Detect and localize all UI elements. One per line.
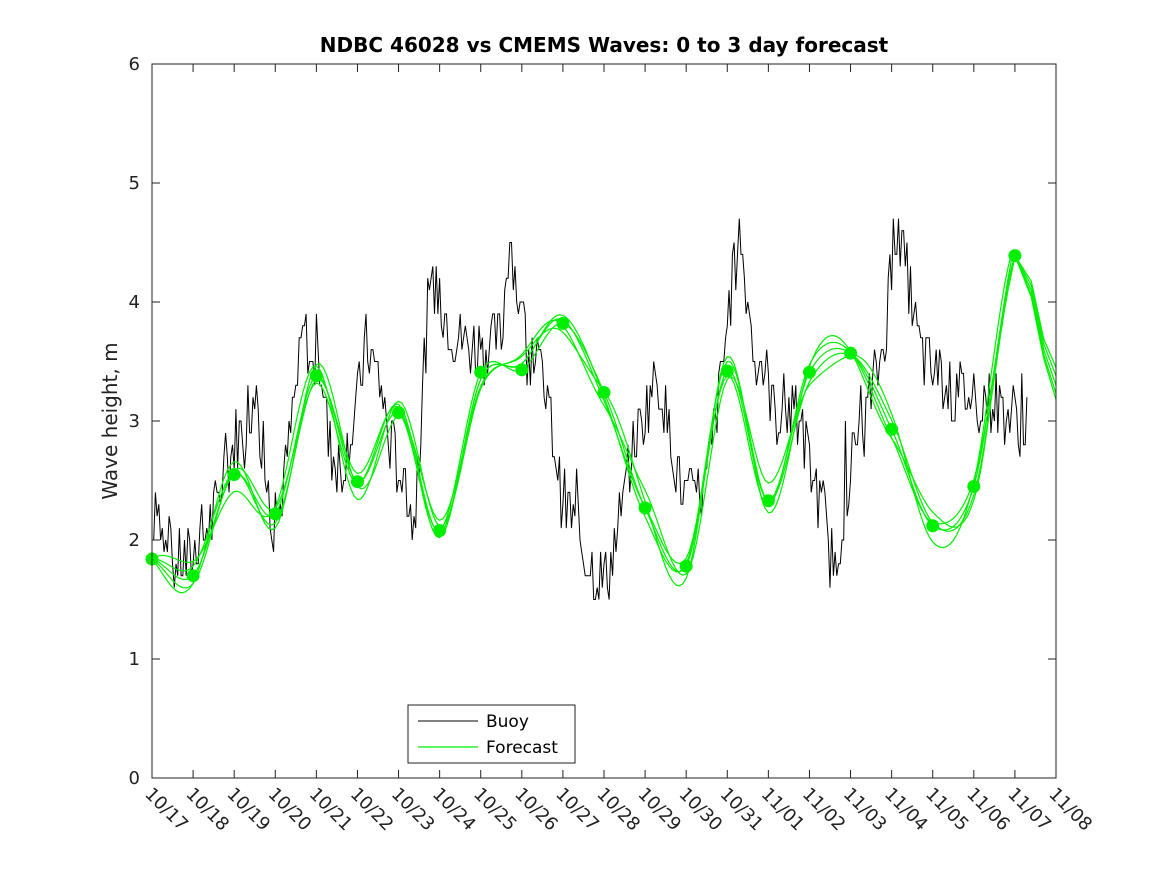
x-tick-label: 11/06 xyxy=(962,784,1014,836)
forecast-point xyxy=(515,363,529,377)
forecast-point xyxy=(392,406,406,420)
x-tick-label: 11/04 xyxy=(880,784,932,836)
x-tick-label: 10/20 xyxy=(264,784,316,836)
forecast-point xyxy=(268,507,282,521)
x-tick-label: 10/28 xyxy=(592,784,644,836)
x-tick-label: 10/24 xyxy=(428,784,480,836)
forecast-point xyxy=(309,369,323,383)
forecast-run-line-3 xyxy=(151,253,1057,589)
x-tick-label: 11/08 xyxy=(1044,784,1096,836)
forecast-point xyxy=(967,479,981,493)
buoy-series-line xyxy=(152,218,1028,600)
forecast-point xyxy=(761,494,775,508)
legend: Buoy Forecast xyxy=(407,704,576,764)
x-tick-label: 11/02 xyxy=(798,784,850,836)
x-tick-label: 10/30 xyxy=(675,784,727,836)
legend-forecast-label: Forecast xyxy=(486,738,558,758)
x-tick-label: 10/19 xyxy=(223,784,275,836)
forecast-point xyxy=(597,385,611,399)
forecast-point xyxy=(885,422,899,436)
x-tick-label: 10/22 xyxy=(346,784,398,836)
forecast-point xyxy=(433,523,447,537)
y-tick-label: 4 xyxy=(129,292,140,313)
x-tick-label: 11/03 xyxy=(839,784,891,836)
x-tick-label: 10/29 xyxy=(634,784,686,836)
forecast-point xyxy=(186,569,200,583)
legend-buoy-label: Buoy xyxy=(486,712,529,732)
x-tick-label: 10/26 xyxy=(510,784,562,836)
forecast-point xyxy=(474,365,488,379)
forecast-point xyxy=(926,519,940,533)
forecast-point xyxy=(638,501,652,515)
forecast-point xyxy=(720,364,734,378)
forecast-point xyxy=(679,559,693,573)
x-tick-label: 11/07 xyxy=(1003,784,1055,836)
axes-frame xyxy=(151,63,1057,779)
x-tick-label: 11/05 xyxy=(921,784,973,836)
forecast-point xyxy=(556,316,570,330)
forecast-point xyxy=(227,468,241,482)
forecast-run-line-5 xyxy=(151,254,1057,594)
forecast-point xyxy=(350,475,364,489)
legend-box xyxy=(407,704,576,764)
x-tick-label: 10/25 xyxy=(469,784,521,836)
y-tick-label: 0 xyxy=(129,768,140,789)
forecast-run-line-1 xyxy=(151,253,1057,581)
x-tick-label: 10/31 xyxy=(716,784,768,836)
x-tick-label: 10/17 xyxy=(140,784,192,836)
y-tick-label: 1 xyxy=(129,649,140,670)
y-tick-label: 3 xyxy=(129,411,140,432)
forecast-point xyxy=(1008,249,1022,263)
chart-title: NDBC 46028 vs CMEMS Waves: 0 to 3 day fo… xyxy=(320,33,889,57)
x-tick-label: 10/23 xyxy=(387,784,439,836)
x-tick-label: 10/21 xyxy=(305,784,357,836)
forecast-point xyxy=(802,365,816,379)
forecast-run-line-4 xyxy=(151,252,1057,576)
x-tick-label: 10/27 xyxy=(551,784,603,836)
y-tick-label: 2 xyxy=(129,530,140,551)
x-tick-label: 10/18 xyxy=(182,784,234,836)
y-axis-label: Wave height, m xyxy=(98,342,122,499)
x-tick-label: 11/01 xyxy=(757,784,809,836)
y-tick-label: 5 xyxy=(129,173,140,194)
y-tick-label: 6 xyxy=(129,54,140,75)
forecast-point xyxy=(844,346,858,360)
forecast-run-line-2 xyxy=(151,253,1057,573)
